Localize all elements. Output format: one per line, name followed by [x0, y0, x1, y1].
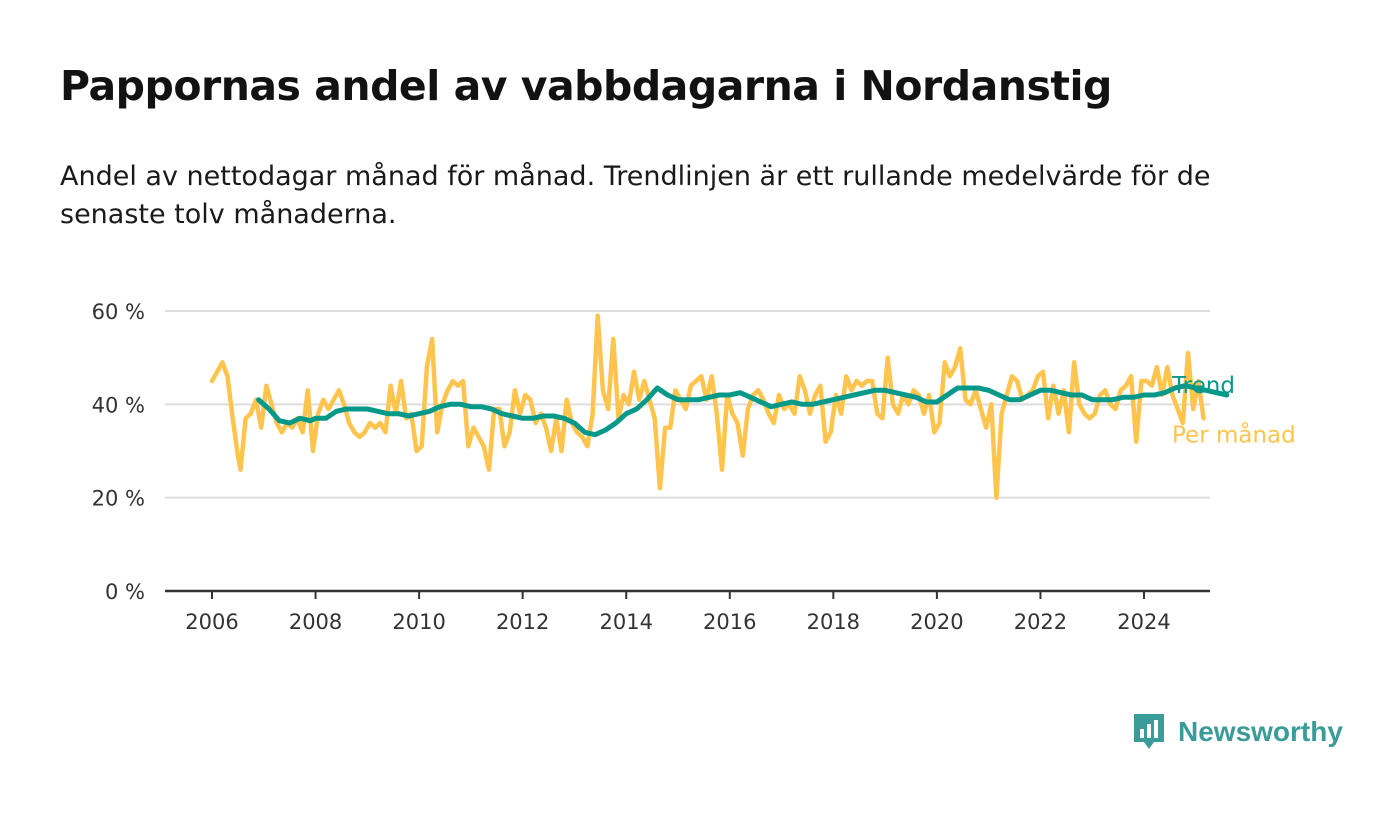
y-axis-ticks: 0 % 20 % 40 % 60 %: [92, 300, 145, 604]
x-tick-label: 2008: [289, 610, 342, 634]
x-tick-label: 2022: [1014, 610, 1067, 634]
series-label-trend: Trend: [1171, 373, 1235, 399]
y-tick-label: 60 %: [92, 300, 145, 324]
x-tick-label: 2014: [599, 610, 652, 634]
y-tick-label: 0 %: [105, 580, 145, 604]
grid-lines: [165, 310, 1210, 593]
x-tick-label: 2010: [392, 610, 445, 634]
x-tick-label: 2020: [910, 610, 963, 634]
x-tick-label: 2016: [703, 610, 756, 634]
series-label-per-month: Per månad: [1172, 420, 1296, 448]
series-line-trend: [256, 383, 1230, 438]
brand-name: Newsworthy: [1178, 716, 1343, 747]
chart-title: Pappornas andel av vabbdagarna i Nordans…: [60, 62, 1112, 110]
x-tick-label: 2024: [1117, 610, 1170, 634]
x-tick-label: 2012: [496, 610, 549, 634]
x-tick-label: 2018: [807, 610, 860, 634]
x-axis-ticks: 2006 2008 2010 2012 2014 2016 2018 2020 2022 2024: [185, 591, 1171, 634]
series-lines: [209, 313, 1230, 500]
y-tick-label: 40 %: [92, 393, 145, 417]
newsworthy-logo-icon: [1134, 714, 1164, 749]
chart-subtitle: Andel av nettodagar månad för månad. Tre…: [60, 161, 1211, 230]
series-labels: Per månad Trend: [1171, 373, 1296, 448]
newsworthy-logo: Newsworthy: [1132, 712, 1343, 752]
y-tick-label: 20 %: [92, 487, 145, 511]
x-tick-label: 2006: [185, 610, 238, 634]
